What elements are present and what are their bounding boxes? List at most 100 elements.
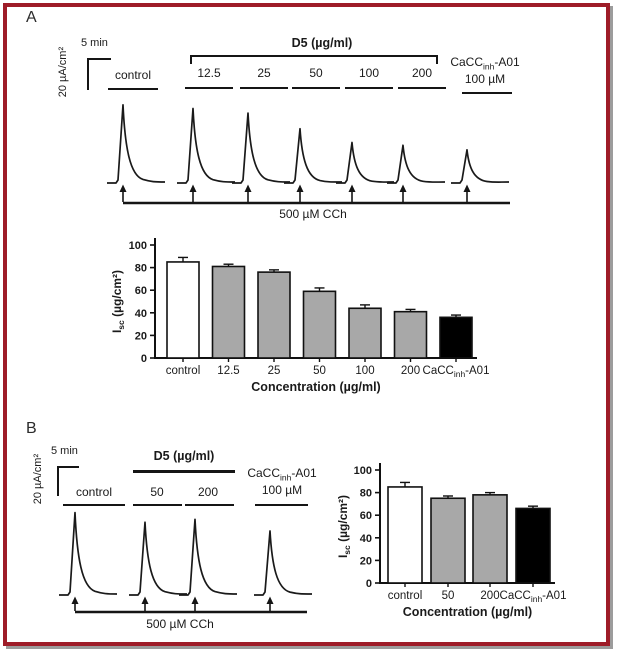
isc-traces-b xyxy=(59,511,313,614)
panel-b-inhibitor-label: CaCCinh-A01 xyxy=(247,466,317,483)
isc-trace xyxy=(107,103,166,184)
label-underline xyxy=(462,92,512,94)
y-tick-label: 60 xyxy=(135,285,147,297)
y-tick-label: 80 xyxy=(135,263,147,275)
panel-a-inhibitor-dose: 100 µM xyxy=(464,72,506,86)
bar xyxy=(430,497,466,584)
isc-trace xyxy=(59,511,118,596)
stimulus-arrowhead xyxy=(348,184,356,192)
isc-trace xyxy=(387,144,446,184)
panel-a-control-label: control xyxy=(114,68,152,82)
stimulus-arrowhead xyxy=(296,184,304,192)
panel-b-conc-label: 50 xyxy=(150,485,164,499)
stimulus-arrowhead xyxy=(189,184,197,192)
y-tick-label: 60 xyxy=(360,510,372,522)
panel-b-inhibitor-dose: 100 µM xyxy=(261,483,303,497)
panel-b-yscale-label: 20 µA/cm² xyxy=(31,453,44,505)
panel-a-scale-bar xyxy=(87,58,111,90)
panel-a-d5-header: D5 (µg/ml) xyxy=(291,36,353,50)
bar xyxy=(439,316,473,359)
y-axis-title: Isc (µg/cm²) xyxy=(336,495,352,558)
x-tick-label: CaCCinh-A01 xyxy=(423,365,490,379)
x-tick-label: 12.5 xyxy=(217,365,239,377)
panel-a-conc-label: 100 xyxy=(358,66,380,80)
x-tick-label: control xyxy=(166,365,201,377)
panel-a-conc-label: 12.5 xyxy=(197,66,221,80)
label-underline xyxy=(108,88,158,90)
label-underline xyxy=(398,87,446,89)
x-tick-label: control xyxy=(388,590,423,602)
label-underline xyxy=(240,87,288,89)
isc-trace xyxy=(451,149,510,184)
panel-a-stimulus-label: 500 µM CCh xyxy=(279,207,347,221)
bar xyxy=(211,265,246,359)
y-tick-label: 20 xyxy=(135,330,147,342)
bar xyxy=(302,290,337,359)
label-underline xyxy=(63,504,125,506)
bar-chart-b: 0 20 40 60 80 100 Isc (µg/cm²) control 50 200 CaCC… xyxy=(336,463,567,619)
label-underline xyxy=(292,87,340,89)
y-tick-label: 40 xyxy=(135,308,147,320)
isc-traces-a xyxy=(107,103,510,205)
x-tick-label: 200 xyxy=(480,590,499,602)
panel-a-timescale-label: 5 min xyxy=(81,37,108,49)
isc-trace xyxy=(179,518,238,596)
panel-b-conc-label: 200 xyxy=(197,485,219,499)
y-tick-label: 0 xyxy=(366,578,372,590)
panel-a-conc-label: 50 xyxy=(309,66,323,80)
panel-b-d5-header: D5 (µg/ml) xyxy=(153,449,215,463)
bar xyxy=(348,307,382,359)
stimulus-arrowhead xyxy=(399,184,407,192)
panel-a-inhibitor-label: CaCCinh-A01 xyxy=(450,55,520,72)
bar xyxy=(166,261,200,359)
d5-bracket-tick-left xyxy=(190,55,192,64)
x-tick-label: 25 xyxy=(268,365,281,377)
x-tick-label: CaCCinh-A01 xyxy=(500,590,567,604)
x-tick-label: 50 xyxy=(313,365,326,377)
bar xyxy=(387,486,423,584)
y-axis-title: Isc (µg/cm²) xyxy=(110,270,126,333)
stimulus-arrowhead xyxy=(71,596,79,604)
y-tick-label: 40 xyxy=(360,533,372,545)
panel-a-conc-label: 25 xyxy=(257,66,271,80)
stimulus-arrowhead xyxy=(141,596,149,604)
x-tick-label: 200 xyxy=(401,365,420,377)
panel-a-conc-label: 200 xyxy=(411,66,433,80)
stimulus-arrowhead xyxy=(119,184,127,192)
y-tick-label: 20 xyxy=(360,555,372,567)
x-axis-title: Concentration (µg/ml) xyxy=(403,605,532,619)
isc-trace xyxy=(254,530,313,596)
bar xyxy=(393,310,428,359)
isc-trace xyxy=(284,127,343,184)
y-tick-label: 100 xyxy=(354,465,372,477)
isc-trace xyxy=(177,107,236,184)
isc-trace xyxy=(232,112,291,184)
stimulus-arrowhead xyxy=(463,184,471,192)
x-tick-label: 50 xyxy=(442,590,455,602)
y-tick-label: 100 xyxy=(129,240,147,252)
y-tick-label: 80 xyxy=(360,488,372,500)
bar xyxy=(257,271,291,359)
x-tick-label: 100 xyxy=(355,365,374,377)
panel-b-control-label: control xyxy=(75,485,113,499)
bar-chart-a: 0 20 40 60 80 100 Isc (µg/cm²) control 12.5 25 50 1… xyxy=(110,238,490,394)
panel-a-yscale-label: 20 µA/cm² xyxy=(56,46,69,98)
y-tick-label: 0 xyxy=(141,353,147,365)
d5-underline-b xyxy=(133,470,235,473)
panel-a-letter: A xyxy=(26,9,38,26)
label-underline xyxy=(133,504,182,506)
panel-b-timescale-label: 5 min xyxy=(51,445,78,457)
d5-bracket-tick-right xyxy=(436,55,438,64)
panel-b-scale-bar xyxy=(57,466,79,496)
stimulus-arrowhead xyxy=(191,596,199,604)
panel-b-stimulus-label: 500 µM CCh xyxy=(146,617,214,631)
x-axis-title: Concentration (µg/ml) xyxy=(251,380,380,394)
label-underline xyxy=(255,504,308,506)
stimulus-arrowhead xyxy=(266,596,274,604)
label-underline xyxy=(345,87,393,89)
bar xyxy=(515,507,551,584)
isc-trace xyxy=(129,521,188,596)
panel-b-letter: B xyxy=(26,420,38,437)
d5-bracket-line xyxy=(190,55,438,57)
